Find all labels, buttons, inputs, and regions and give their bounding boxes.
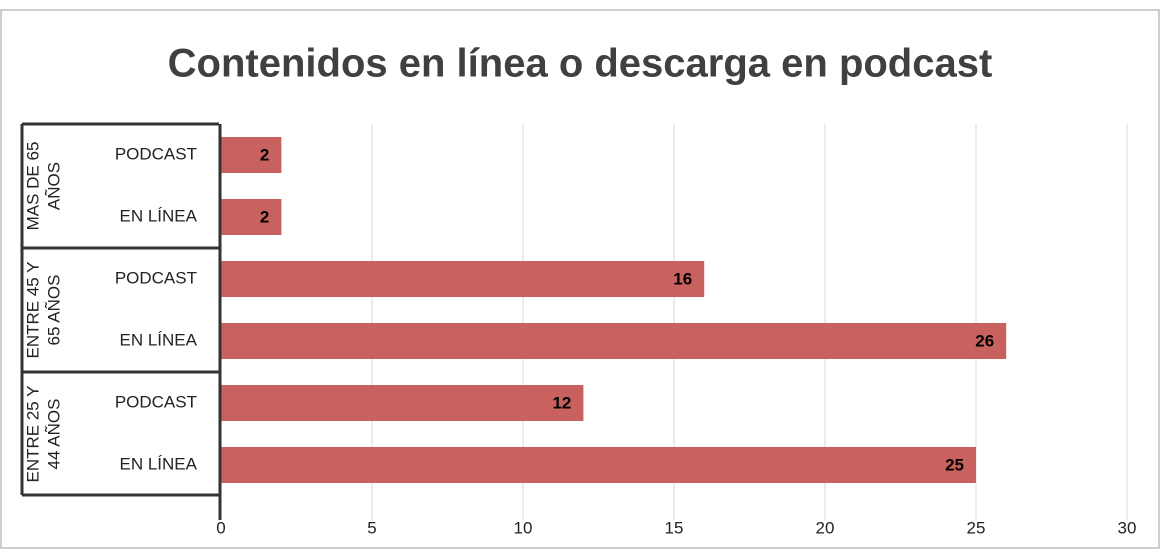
group-label-line: 65 AÑOS (45, 275, 64, 346)
y-tick-label: EN LÍNEA (120, 454, 198, 473)
y-tick-label: PODCAST (115, 268, 197, 287)
bar (221, 261, 705, 297)
group-label-line: AÑOS (45, 162, 64, 210)
x-tick-label: 5 (367, 518, 376, 537)
chart-title: Contenidos en línea o descarga en podcas… (168, 42, 993, 86)
value-label: 25 (945, 455, 964, 474)
x-tick-label: 0 (216, 518, 225, 537)
value-label: 26 (975, 331, 994, 350)
bar (221, 385, 584, 421)
value-label: 2 (260, 207, 269, 226)
value-label: 2 (260, 145, 269, 164)
group-label: MAS DE 65 AÑOS (24, 142, 64, 231)
bar (221, 323, 1007, 359)
x-tick-label: 20 (816, 518, 835, 537)
y-tick-label: EN LÍNEA (120, 206, 198, 225)
group-label-line: 44 AÑOS (45, 399, 64, 470)
group-label: ENTRE 25 Y 44 AÑOS (24, 385, 64, 482)
value-label: 12 (552, 393, 571, 412)
group-label-line: ENTRE 25 Y (24, 385, 43, 482)
x-tick-label: 15 (665, 518, 684, 537)
x-tick-label: 10 (514, 518, 533, 537)
y-tick-label: PODCAST (115, 392, 197, 411)
bar (221, 447, 976, 483)
x-tick-label: 25 (967, 518, 986, 537)
bar (221, 137, 282, 173)
value-label: 16 (673, 269, 692, 288)
bar (221, 199, 282, 235)
y-tick-label: PODCAST (115, 144, 197, 163)
y-tick-label: EN LÍNEA (120, 330, 198, 349)
group-label: ENTRE 45 Y 65 AÑOS (24, 261, 64, 358)
group-label-line: ENTRE 45 Y (24, 261, 43, 358)
group-label-line: MAS DE 65 (24, 142, 43, 231)
x-tick-label: 30 (1118, 518, 1137, 537)
